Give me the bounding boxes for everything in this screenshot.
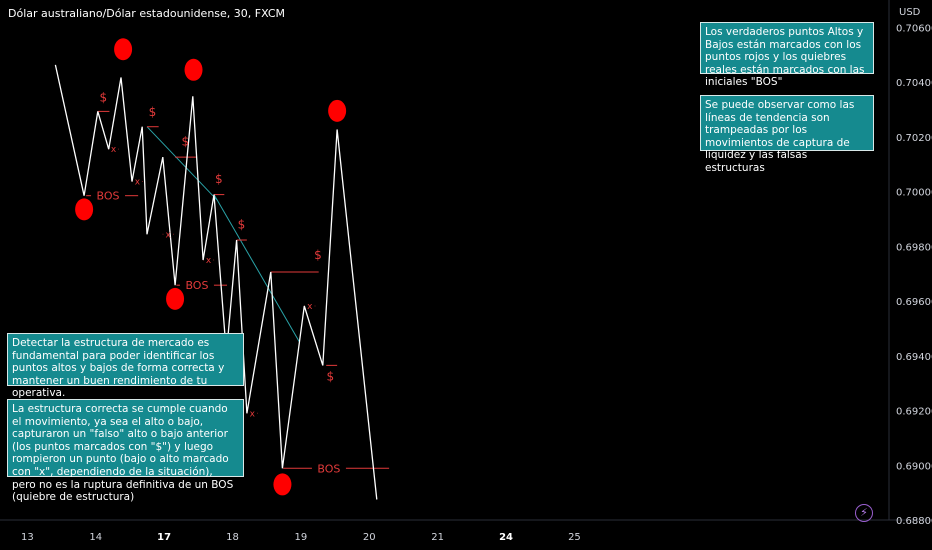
- dollar-label: $: [99, 90, 107, 104]
- time-tick-label: 25: [568, 532, 581, 543]
- pivot-markers: [75, 38, 347, 496]
- pivot-marker: [114, 38, 133, 61]
- pivot-marker: [328, 99, 347, 122]
- time-tick-label: 24: [499, 532, 513, 543]
- pivot-marker: [273, 473, 292, 496]
- dollar-label: $: [215, 172, 223, 186]
- x-mark-label: x: [166, 230, 172, 240]
- trendline: [146, 126, 218, 201]
- bos-label: BOS: [185, 279, 208, 292]
- note-true-highs-lows[interactable]: Los verdaderos puntos Altos y Bajos está…: [700, 22, 874, 88]
- dollar-label: $: [149, 105, 157, 119]
- time-tick-label: 18: [226, 532, 239, 543]
- x-mark-label: x: [206, 256, 212, 266]
- dollar-label: $: [326, 369, 334, 383]
- time-tick-label: 14: [89, 532, 102, 543]
- dollar-label: $: [238, 217, 246, 231]
- time-tick-label: 17: [157, 532, 171, 543]
- pivot-marker: [75, 198, 94, 221]
- x-mark-label: x: [135, 177, 141, 187]
- x-mark-label: x: [111, 145, 117, 155]
- price-line: [54, 64, 378, 500]
- time-tick-label: 20: [363, 532, 376, 543]
- trendlines: [146, 126, 300, 343]
- bos-label: BOS: [317, 462, 340, 475]
- pivot-marker: [166, 287, 185, 310]
- lightning-icon[interactable]: ⚡: [855, 504, 873, 522]
- time-tick-label: 21: [431, 532, 444, 543]
- annotation-labels: BOSBOSBOSxxxxxxx$$$$$$$: [97, 90, 341, 475]
- time-tick-label: 13: [21, 532, 34, 543]
- dollar-label: $: [314, 248, 322, 262]
- x-mark-label: x: [307, 302, 313, 312]
- note-market-structure[interactable]: Detectar la estructura de mercado es fun…: [7, 333, 244, 399]
- trendline: [213, 194, 300, 343]
- chart-title: Dólar australiano/Dólar estadounidense, …: [8, 7, 286, 20]
- currency-label: USD: [899, 7, 921, 18]
- note-trendline-traps[interactable]: Se puede observar como las líneas de ten…: [700, 95, 874, 174]
- bos-label: BOS: [97, 190, 120, 203]
- x-mark-label: x: [250, 409, 256, 419]
- price-line-group: [54, 64, 378, 500]
- time-axis: 13 14 17 18 19 20 21 24 25: [21, 532, 581, 543]
- time-tick-label: 19: [295, 532, 308, 543]
- note-correct-structure[interactable]: La estructura correcta se cumple cuando …: [7, 399, 244, 503]
- pivot-marker: [184, 58, 203, 81]
- dollar-label: $: [182, 134, 190, 148]
- price-tick-label: 0.68800: [896, 516, 932, 527]
